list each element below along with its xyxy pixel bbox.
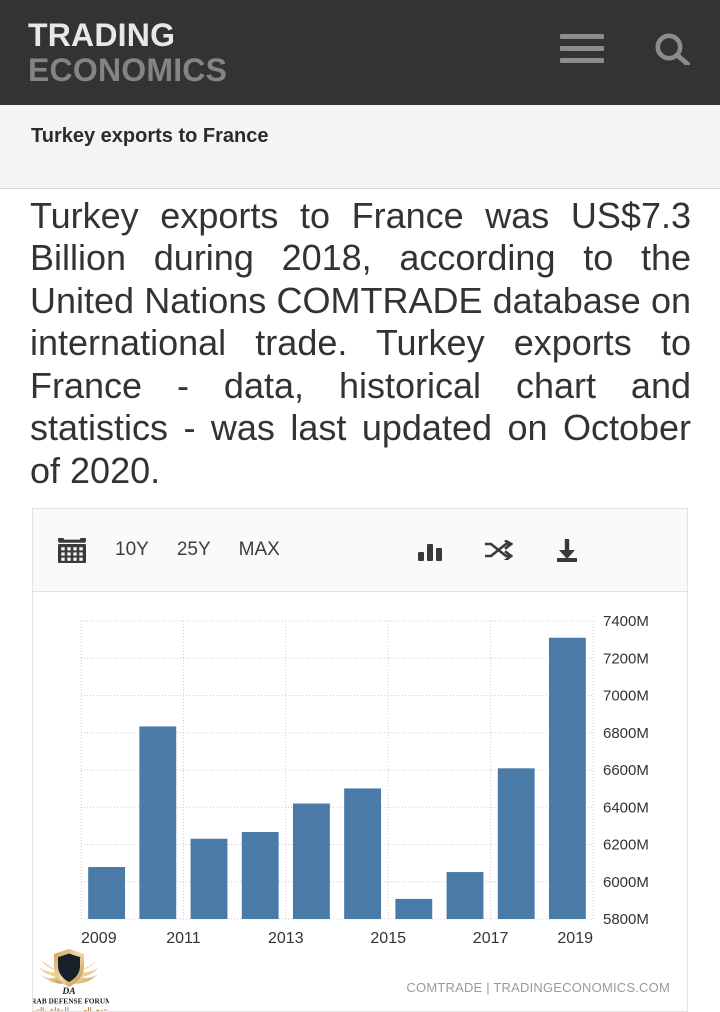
svg-text:6600M: 6600M: [603, 762, 649, 779]
svg-text:2017: 2017: [473, 930, 509, 947]
svg-text:2011: 2011: [166, 930, 201, 947]
svg-text:2013: 2013: [268, 930, 304, 947]
svg-text:5800M: 5800M: [603, 911, 649, 928]
svg-text:2019: 2019: [557, 930, 593, 947]
svg-text:7400M: 7400M: [603, 613, 649, 630]
svg-text:6400M: 6400M: [603, 800, 649, 817]
svg-text:ARAB DEFENSE FORUM: ARAB DEFENSE FORUM: [32, 998, 109, 1006]
svg-text:6000M: 6000M: [603, 874, 649, 891]
svg-text:2015: 2015: [370, 930, 406, 947]
svg-text:المنتدى العربي للدفاع والتسليح: المنتدى العربي للدفاع والتسليح: [32, 1006, 109, 1012]
svg-text:7200M: 7200M: [603, 651, 649, 668]
svg-text:6200M: 6200M: [603, 837, 649, 854]
svg-text:DA: DA: [61, 987, 75, 997]
svg-text:6800M: 6800M: [603, 725, 649, 742]
svg-text:7000M: 7000M: [603, 688, 649, 705]
